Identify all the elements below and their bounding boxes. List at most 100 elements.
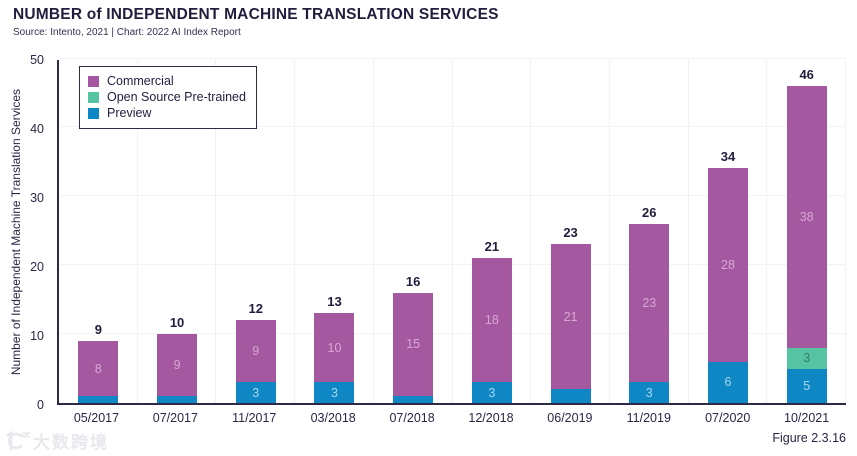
bar-segment-commercial: 28 [707,168,748,362]
bar-group: 34 28 6 [689,60,768,403]
x-tick-label: 11/2019 [626,411,671,425]
bar-segment-label: 38 [799,209,814,224]
v-gridline [136,60,138,403]
bar-segment-label: 23 [642,295,657,310]
legend-item: Commercial [88,74,246,88]
bar-segment-preview [393,396,434,403]
h-gridline [59,58,846,59]
watermark: 大数跨境 [4,428,109,453]
x-tick-label: 07/2018 [389,411,435,425]
x-tick-label: 07/2017 [152,411,198,425]
legend-label: Commercial [107,74,174,88]
chart-source-line: Source: Intento, 2021 | Chart: 2022 AI I… [13,27,241,38]
legend-swatch-icon [88,91,99,103]
figure-number-label: Figure 2.3.16 [772,431,846,445]
h-gridline [59,333,846,334]
bar-total-label: 26 [642,204,657,220]
x-tick-label: 05/2017 [73,411,120,425]
x-axis-ticks: 05/2017 07/2017 11/2017 03/2018 07/2018 12/20… [57,411,846,425]
stacked-bar: 12 9 3 [235,60,276,403]
bar-segment-label: 18 [484,313,499,328]
bar-segment-label: 8 [94,361,102,376]
y-axis-ticks: 0 10 20 30 40 50 [0,53,52,412]
x-tick-label: 07/2020 [705,411,751,425]
x-tick-label: 06/2019 [547,411,593,425]
bar-total-label: 13 [327,294,342,310]
bar-segment-preview [157,396,198,403]
bar-segment-preview: 5 [786,368,827,403]
bar-group: 16 15 [374,60,453,403]
h-gridline [59,264,846,265]
bar-segment-label: 3 [803,351,811,366]
bar-segment-preview: 3 [314,382,355,403]
bar-segment-preview: 3 [235,382,276,403]
legend-swatch-icon [88,107,99,119]
watermark-100-logo-icon [6,430,30,450]
v-gridline [451,60,453,403]
bar-segment-label: 21 [563,309,578,324]
bar-segment-label: 15 [406,337,421,352]
v-gridline [845,60,846,403]
legend-swatch-icon [88,75,99,87]
legend-label: Open Source Pre-trained [107,90,246,104]
watermark-text: 大数跨境 [33,433,109,452]
bar-segment-commercial: 10 [314,313,355,383]
y-tick-label: 20 [30,260,44,274]
bar-group: 21 18 3 [453,60,532,403]
bar-group: 26 23 3 [610,60,689,403]
v-gridline [608,60,610,403]
bar-segment-commercial: 8 [78,340,119,397]
chart-title: NUMBER of INDEPENDENT MACHINE TRANSLATIO… [13,6,499,23]
stacked-bar: 23 21 [550,60,591,403]
v-gridline [766,60,768,403]
bar-group: 12 9 3 [216,60,295,403]
y-tick-label: 10 [30,329,44,343]
h-gridline [59,195,846,196]
stacked-bar: 21 18 3 [471,60,512,403]
bar-segment-label: 3 [330,385,338,400]
bar-segment-label: 10 [327,340,342,355]
y-tick-label: 30 [30,191,44,205]
stacked-bar: 46 38 3 5 [786,60,827,403]
legend: Commercial Open Source Pre-trained Preview [79,66,257,129]
v-gridline [294,60,296,403]
bar-group: 13 10 3 [295,60,374,403]
bar-segment-label: 28 [721,258,735,273]
bar-total-label: 9 [94,321,102,337]
bar-total-label: 46 [799,66,814,82]
bar-group: 23 21 [531,60,610,403]
y-tick-label: 0 [37,398,44,412]
bar-total-label: 16 [405,273,421,289]
bar-segment-commercial: 18 [471,258,512,383]
legend-item: Preview [88,106,246,120]
bar-total-label: 21 [484,239,500,255]
bar-segment-label: 3 [252,385,260,400]
stacked-bar: 34 28 6 [707,60,748,403]
bar-total-label: 34 [720,149,736,165]
bar-segment-label: 9 [252,344,260,359]
stacked-bar: 10 9 [157,60,198,403]
bar-segment-commercial: 21 [550,244,591,390]
x-tick-label: 03/2018 [310,411,356,425]
bar-group: 46 38 3 5 [767,60,846,403]
chart-header: NUMBER of INDEPENDENT MACHINE TRANSLATIO… [13,6,499,38]
bar-total-label: 23 [563,225,578,241]
v-gridline [372,60,374,403]
y-tick-label: 50 [30,53,44,67]
bar-total-label: 10 [169,315,185,331]
bar-segment-label: 5 [803,378,811,393]
bar-segment-label: 9 [173,358,181,373]
stacked-bar: 13 10 3 [314,60,355,403]
bar-segment-label: 3 [488,385,496,400]
legend-label: Preview [107,106,152,120]
plot-area: 9 8 10 9 12 9 3 13 10 3 16 15 21 18 3 23 21 26 23 3 34 28 6 46 3… [57,58,846,405]
stacked-bar: 16 15 [393,60,434,403]
bar-group: 10 9 [138,60,217,403]
legend-item: Open Source Pre-trained [88,90,246,104]
bar-segment-commercial: 9 [157,334,198,397]
v-gridline [530,60,532,403]
bar-segment-label: 3 [645,385,653,400]
bar-total-label: 12 [248,301,263,317]
